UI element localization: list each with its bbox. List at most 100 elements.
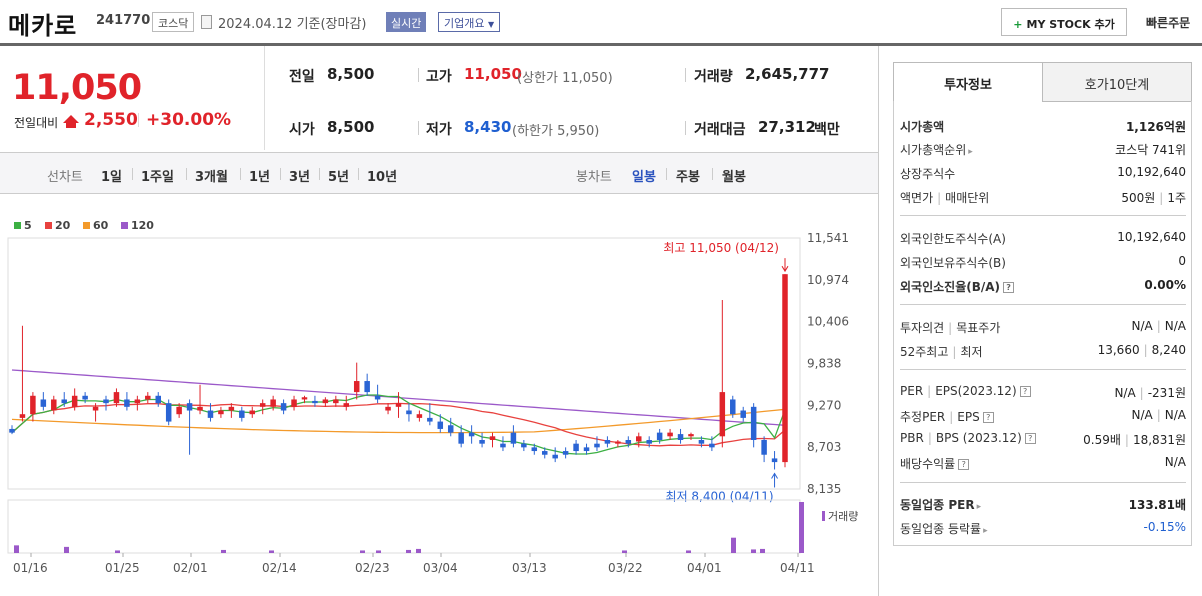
tab-orderbook[interactable]: 호가10단계 [1042, 62, 1192, 102]
header-divider [0, 43, 1202, 46]
realtime-badge[interactable]: 실시간 [386, 12, 427, 32]
ma-line-60 [11, 408, 786, 434]
candle-monthly[interactable]: 월봉 [722, 170, 746, 185]
period-5y[interactable]: 5년 [328, 170, 350, 185]
candle-body [395, 403, 402, 407]
volume-bar [416, 548, 421, 553]
help-icon[interactable]: ? [1019, 386, 1031, 397]
candle-weekly[interactable]: 주봉 [676, 170, 700, 185]
candle-body [333, 399, 339, 404]
divider [900, 215, 1186, 216]
up-arrow-icon-base [66, 123, 76, 128]
up-arrow-icon [63, 115, 79, 123]
candle-body [228, 406, 235, 411]
price-change: 2,550 [84, 110, 138, 130]
y-tick-label: 10,406 [807, 315, 849, 329]
x-tick-label: 03/22 [608, 561, 643, 575]
candle-body [312, 400, 318, 404]
divider [685, 121, 686, 135]
candle-body [583, 447, 590, 452]
prev-close-value: 8,500 [327, 65, 375, 83]
candle-body [71, 395, 78, 407]
quick-order-link[interactable]: 빠른주문 [1146, 16, 1191, 30]
candle-daily[interactable]: 일봉 [632, 170, 656, 185]
volume-bar [731, 537, 736, 553]
help-icon[interactable]: ? [958, 459, 970, 470]
candle-body [186, 403, 193, 411]
company-overview-label: 기업개요 [444, 17, 485, 30]
volume-legend-label: 거래량 [828, 510, 858, 523]
info-row-sector-rate[interactable]: 동일업종 등락률 ▸ -0.15% [900, 520, 1186, 536]
info-row-rank[interactable]: 시가총액순위 ▸ 코스닥 741위 [900, 143, 1186, 157]
y-tick-label: 9,838 [807, 357, 841, 371]
date-text: 2024.04.12 기준(장마감) [218, 17, 367, 32]
candle-body [562, 451, 569, 455]
candle-body [771, 458, 778, 463]
max-annotation: 최고 11,050 (04/12) [663, 241, 779, 255]
period-3m[interactable]: 3개월 [195, 170, 228, 185]
period-1y[interactable]: 1년 [249, 170, 271, 185]
candle-body [468, 432, 475, 437]
legend-label: 5 [24, 219, 32, 232]
candle-body [280, 403, 287, 411]
candle-body [427, 417, 433, 422]
x-tick-label: 03/13 [512, 561, 547, 575]
volume-bar [406, 549, 411, 553]
candle-body [322, 399, 329, 404]
info-row-foreign-limit: 외국인한도주식수(A) 10,192,640 [900, 230, 1186, 246]
candle-body [500, 443, 506, 448]
info-row-sector-per[interactable]: 동일업종 PER ▸ 133.81배 [900, 498, 1186, 512]
mystock-add-button[interactable]: + MY STOCK 추가 [1001, 8, 1127, 36]
candle-body [541, 451, 548, 455]
period-1d[interactable]: 1일 [101, 170, 123, 185]
prev-close-label: 전일 [289, 69, 315, 85]
prev-change-label: 전일대비 [14, 116, 59, 130]
candle-body [176, 406, 182, 415]
low-value: 8,430 [464, 118, 512, 136]
divider [900, 369, 1186, 370]
legend-swatch [121, 222, 128, 229]
volume-bar [14, 545, 19, 553]
volume-legend-swatch [822, 511, 825, 521]
plot-frame [7, 237, 801, 490]
chevron-right-icon: ▸ [983, 526, 988, 536]
candle-body [625, 439, 632, 444]
candle-body [489, 436, 496, 440]
x-tick-label: 02/14 [262, 561, 297, 575]
candle-body [719, 392, 726, 437]
candle-body [698, 439, 705, 444]
calendar-icon [201, 15, 212, 29]
candle-body [353, 381, 360, 393]
divider [685, 68, 686, 82]
line-chart-label: 선차트 [47, 170, 83, 185]
period-10y[interactable]: 10년 [367, 170, 398, 185]
x-tick-label: 04/11 [780, 561, 815, 575]
candle-body [479, 439, 485, 444]
candle-body [656, 432, 663, 440]
candle-body [406, 410, 412, 415]
period-3y[interactable]: 3년 [289, 170, 311, 185]
info-row-pbr: PBR | BPS (2023.12)? 0.59배 | 18,831원 [900, 431, 1186, 447]
candle-body [447, 425, 454, 433]
candle-body [437, 421, 444, 429]
candle-body [531, 447, 538, 452]
period-1w[interactable]: 1주일 [141, 170, 174, 185]
company-overview-button[interactable]: 기업개요 ▼ [438, 12, 501, 32]
candle-body [552, 454, 558, 459]
high-label: 고가 [426, 69, 452, 85]
help-icon[interactable]: ? [982, 412, 994, 423]
volume-bar [115, 550, 120, 553]
y-tick-label: 10,974 [807, 273, 849, 287]
info-row-per: PER | EPS(2023.12)? N/A | -231원 [900, 384, 1186, 400]
tab-investment-info[interactable]: 투자정보 [893, 62, 1043, 102]
stock-chart[interactable]: 5 20 60 120 11,541 10,974 10,406 9,838 9,270 8,70… [0, 200, 880, 596]
volume-value: 2,645,777 [745, 65, 830, 83]
help-icon[interactable]: ? [1024, 433, 1036, 444]
y-tick-label: 8,703 [807, 440, 841, 454]
candle-body [103, 399, 109, 404]
volume-label: 거래량 [694, 69, 733, 85]
candle-body [646, 439, 652, 444]
candle-body [510, 432, 517, 444]
help-icon[interactable]: ? [1003, 282, 1015, 293]
candle-body [61, 399, 67, 404]
